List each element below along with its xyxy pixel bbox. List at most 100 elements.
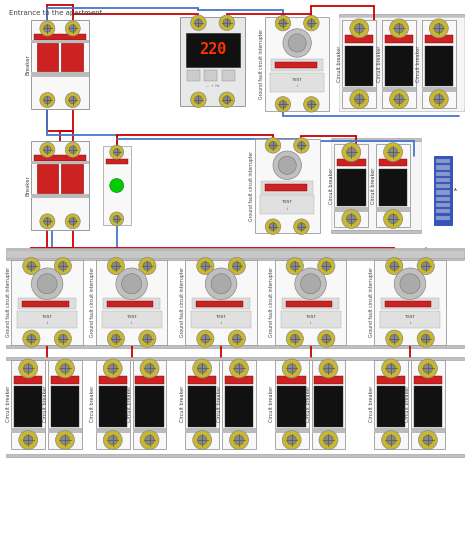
Circle shape [421,262,430,270]
Bar [204,70,217,81]
Text: —  +  Hz: — + Hz [206,84,219,89]
Text: Ground fault circuit interrupter: Ground fault circuit interrupter [6,267,11,337]
Text: TEST: TEST [405,315,415,318]
Circle shape [69,218,76,225]
Circle shape [386,364,396,373]
Circle shape [279,101,287,108]
Bar [339,16,464,111]
Bar [34,34,86,40]
Circle shape [291,262,299,270]
Bar [135,386,164,427]
Bar [14,376,43,384]
Circle shape [65,21,80,36]
Circle shape [350,90,369,108]
Bar [339,14,464,16]
Text: Ground fault circuit interrupter: Ground fault circuit interrupter [91,267,95,337]
Bar [48,427,82,433]
Circle shape [27,334,36,343]
Bar [385,301,431,306]
Bar [225,376,253,384]
Bar [31,194,89,198]
Circle shape [279,19,287,27]
Bar [376,207,410,212]
Circle shape [194,19,202,26]
Bar [31,19,89,109]
Bar [379,159,407,166]
Bar [382,298,438,309]
Text: i: i [287,207,288,211]
Circle shape [211,274,231,294]
Bar [311,427,346,433]
Circle shape [24,435,33,445]
Circle shape [234,435,244,445]
Circle shape [394,268,426,300]
Circle shape [37,274,57,294]
Circle shape [319,431,338,449]
Circle shape [394,24,404,33]
Bar [11,260,83,345]
Text: TEST: TEST [306,315,315,318]
Circle shape [27,262,36,270]
Circle shape [346,214,356,224]
Bar [96,360,129,449]
Bar [374,360,408,449]
Bar [436,210,450,213]
Bar [275,360,309,449]
Bar [255,139,319,233]
Circle shape [286,330,303,347]
Circle shape [286,257,303,274]
Circle shape [233,262,241,270]
Text: Circuit breaker: Circuit breaker [369,386,374,422]
Bar [18,298,76,309]
Bar [425,46,453,86]
Circle shape [139,330,156,347]
Bar [337,169,365,206]
Circle shape [434,24,444,33]
Bar [31,161,89,164]
Bar [382,87,416,92]
Bar [61,43,82,72]
Text: TEST: TEST [292,78,302,82]
Circle shape [65,214,80,229]
Bar [277,376,306,384]
Text: Breaker: Breaker [26,175,31,196]
Bar [335,207,368,212]
Text: A: A [454,189,456,192]
Circle shape [233,334,241,343]
Circle shape [229,359,248,378]
Circle shape [400,274,420,294]
Bar [222,70,235,81]
Circle shape [282,359,301,378]
Circle shape [318,330,335,347]
Bar [185,360,219,449]
Text: Circuit breaker: Circuit breaker [371,167,376,204]
Circle shape [191,15,206,31]
Bar [261,182,313,194]
Circle shape [419,431,438,449]
Circle shape [145,364,154,373]
Circle shape [308,101,315,108]
Bar [281,311,341,328]
Bar [6,248,464,258]
Circle shape [390,262,399,270]
Circle shape [60,364,70,373]
Bar [342,19,376,108]
Circle shape [194,96,202,103]
Text: TEST: TEST [216,315,226,318]
Circle shape [65,92,80,108]
Circle shape [294,138,309,153]
Circle shape [223,96,231,103]
Text: Circuit breaker: Circuit breaker [337,46,342,82]
Circle shape [110,179,124,192]
Circle shape [122,274,142,294]
Bar [337,159,365,166]
Text: Circuit breaker: Circuit breaker [269,386,274,422]
Circle shape [287,435,296,445]
Circle shape [287,364,296,373]
Bar [37,43,58,72]
Circle shape [322,334,330,343]
Bar [135,376,164,384]
Bar [31,40,89,43]
Bar [222,360,256,449]
Circle shape [229,431,248,449]
